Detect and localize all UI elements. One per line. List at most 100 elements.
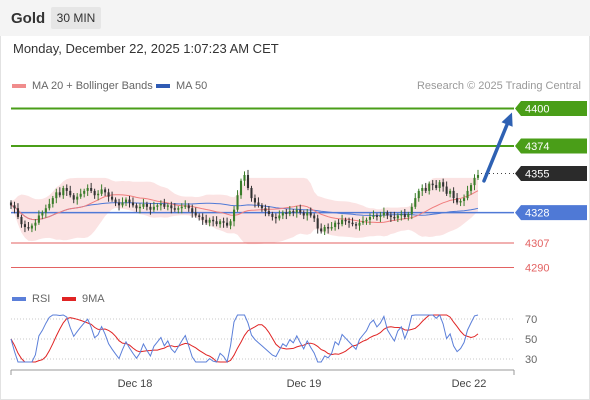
candle <box>201 213 204 225</box>
candle <box>358 219 361 231</box>
candle-body <box>232 209 236 222</box>
candle <box>309 207 312 218</box>
candle <box>212 216 215 227</box>
moving-averages <box>10 190 479 223</box>
rsi-tick-70: 70 <box>525 314 537 326</box>
candle <box>9 200 13 209</box>
candle-body <box>205 219 208 223</box>
candle-body <box>344 219 347 222</box>
candle <box>131 197 135 208</box>
candle <box>316 214 319 234</box>
candle <box>400 210 403 221</box>
candle <box>334 220 337 231</box>
candle-body <box>264 208 267 212</box>
candle <box>435 180 438 191</box>
candle-body <box>187 205 190 209</box>
candle-body <box>48 203 51 209</box>
candle <box>30 223 33 233</box>
candle <box>187 203 190 212</box>
candle <box>208 217 211 227</box>
candle <box>466 185 469 201</box>
candle <box>278 210 281 221</box>
time-tick-label: Dec 18 <box>118 378 153 390</box>
header-bar: Gold 30 MIN <box>0 0 590 36</box>
candle <box>469 182 473 195</box>
candle <box>243 171 246 186</box>
candle-body <box>320 228 323 232</box>
candle <box>163 198 166 209</box>
candle <box>191 204 194 218</box>
rsi-tick-50: 50 <box>525 334 537 346</box>
symbol-title: Gold <box>11 10 46 27</box>
candle-body <box>348 221 351 223</box>
candle <box>320 223 323 234</box>
candle <box>13 201 16 214</box>
candle-body <box>250 188 253 199</box>
candle-body <box>428 183 431 191</box>
level-label-4290: 4290 <box>525 263 549 275</box>
candle-body <box>372 215 375 217</box>
candle <box>361 216 365 225</box>
candle-body <box>90 188 93 191</box>
candle-body <box>365 219 368 222</box>
candle <box>236 190 239 212</box>
candle <box>124 197 128 207</box>
candle <box>407 211 410 221</box>
candle-body <box>93 190 96 196</box>
candle-body <box>201 216 204 220</box>
level-label-4307: 4307 <box>525 238 549 250</box>
ma50-swatch <box>156 84 170 89</box>
candle-body <box>281 212 284 216</box>
level-tag-4355 <box>515 166 587 182</box>
ma50-label: MA 50 <box>176 80 208 92</box>
candle-body <box>466 190 469 199</box>
candle <box>23 220 26 233</box>
candle <box>51 195 54 208</box>
candle <box>232 206 236 227</box>
candle <box>260 203 263 212</box>
candle <box>267 206 270 217</box>
candle <box>90 182 93 194</box>
candle-body <box>58 192 61 196</box>
candle <box>327 223 330 234</box>
candle-body <box>135 205 138 209</box>
candle-body <box>442 182 445 187</box>
candle <box>456 193 459 205</box>
candle <box>222 217 225 228</box>
candle-body <box>226 222 229 226</box>
candle-body <box>382 212 385 216</box>
rsi-label: RSI <box>32 293 51 305</box>
candle <box>292 208 295 217</box>
candle <box>27 221 30 231</box>
candle <box>403 208 406 220</box>
candle-body <box>104 189 107 193</box>
candle-body <box>267 211 270 215</box>
candle-body <box>177 208 180 210</box>
candle <box>337 219 340 230</box>
candle <box>226 217 229 228</box>
candle-body <box>124 199 128 203</box>
candle-body <box>236 195 239 210</box>
candle <box>250 185 253 202</box>
candle-body <box>361 221 365 223</box>
candle <box>86 184 89 196</box>
candle <box>375 213 378 221</box>
candle-body <box>407 214 410 217</box>
candle <box>428 181 431 195</box>
timeframe-button[interactable]: 30 MIN <box>51 7 101 29</box>
candle <box>215 216 218 227</box>
candle-body <box>379 215 382 217</box>
candle <box>348 217 351 228</box>
candle <box>72 193 75 204</box>
ma20-swatch <box>12 84 26 89</box>
candle <box>438 180 441 192</box>
candle-body <box>396 215 399 219</box>
candle <box>393 211 396 221</box>
bollinger-band-area <box>11 177 478 245</box>
level-lines <box>11 107 514 269</box>
candle <box>344 217 347 225</box>
ma20-line <box>10 190 479 223</box>
candle <box>180 203 183 214</box>
candle <box>145 201 148 211</box>
ma50-line <box>10 202 479 221</box>
